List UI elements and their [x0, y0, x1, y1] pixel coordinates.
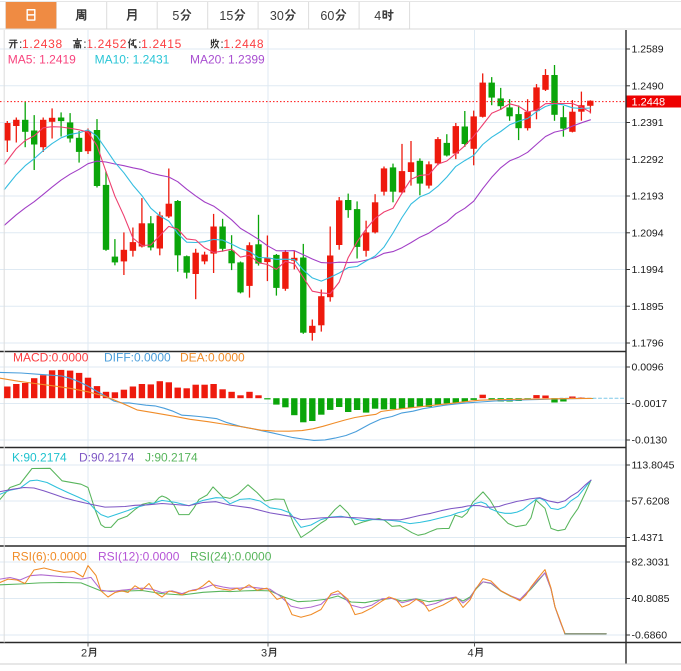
- svg-text:5: 5: [172, 9, 179, 23]
- svg-text:2: 2: [81, 648, 87, 660]
- svg-text:40.8085: 40.8085: [632, 593, 670, 605]
- svg-text:0.0096: 0.0096: [632, 362, 664, 374]
- svg-text:1.1994: 1.1994: [632, 264, 664, 276]
- svg-text:1.2292: 1.2292: [632, 154, 664, 166]
- svg-text:113.8045: 113.8045: [632, 460, 675, 472]
- svg-text:4: 4: [374, 9, 381, 23]
- svg-text:4: 4: [468, 648, 474, 660]
- svg-text:1.2415: 1.2415: [141, 37, 182, 51]
- svg-text:1.1895: 1.1895: [632, 301, 664, 313]
- svg-text:1.4371: 1.4371: [632, 532, 664, 544]
- svg-text:1.2193: 1.2193: [632, 191, 664, 203]
- svg-text:1.2448: 1.2448: [632, 96, 666, 108]
- svg-text:-0.6860: -0.6860: [632, 630, 668, 642]
- svg-text::: :: [83, 37, 86, 51]
- svg-text:1.2094: 1.2094: [632, 227, 664, 239]
- svg-text:30: 30: [270, 9, 284, 23]
- svg-text:1.2391: 1.2391: [632, 117, 664, 129]
- svg-text:82.3031: 82.3031: [632, 557, 670, 569]
- svg-text::: :: [138, 37, 141, 51]
- svg-text:1.2490: 1.2490: [632, 81, 664, 93]
- svg-text:15: 15: [219, 9, 233, 23]
- svg-text:1.2438: 1.2438: [22, 37, 63, 51]
- svg-text:1.2448: 1.2448: [223, 37, 264, 51]
- svg-text:-0.0130: -0.0130: [632, 435, 668, 447]
- svg-text::: :: [19, 37, 22, 51]
- svg-text:-0.0017: -0.0017: [632, 398, 668, 410]
- svg-text:1.2452: 1.2452: [86, 37, 127, 51]
- svg-text:60: 60: [320, 9, 334, 23]
- svg-text::: :: [220, 37, 223, 51]
- svg-text:1.1796: 1.1796: [632, 338, 664, 350]
- svg-text:3: 3: [261, 648, 267, 660]
- svg-text:1.2589: 1.2589: [632, 44, 664, 56]
- svg-text:57.6208: 57.6208: [632, 496, 670, 508]
